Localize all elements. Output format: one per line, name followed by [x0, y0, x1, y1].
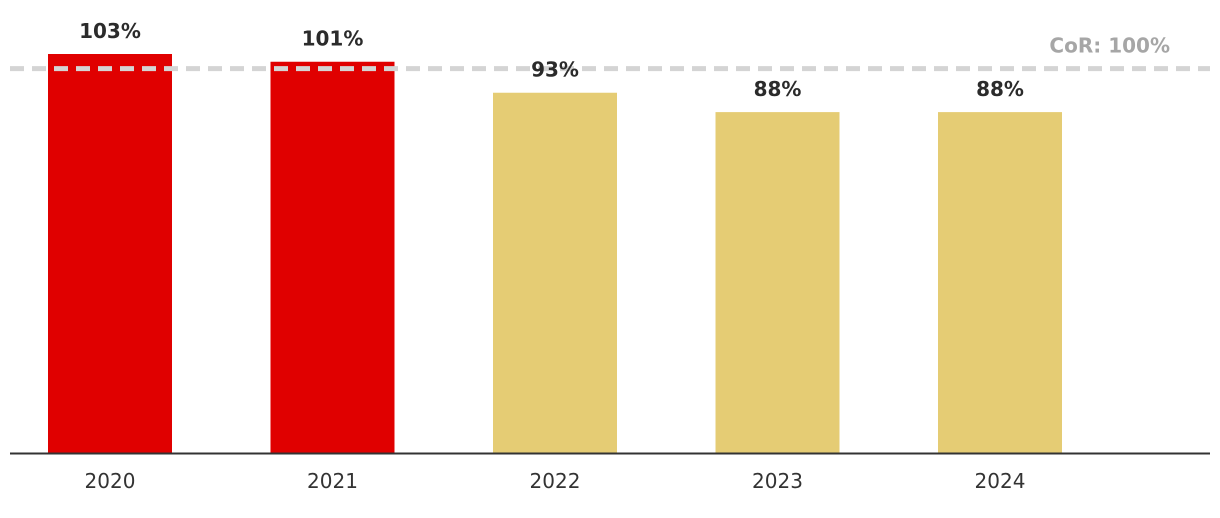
reference-line-label: CoR: 100%	[1049, 34, 1170, 58]
x-tick-label-2024: 2024	[975, 469, 1026, 493]
bar-2024	[938, 112, 1062, 453]
value-label-2024: 88%	[976, 77, 1024, 101]
value-label-2022: 93%	[531, 58, 579, 82]
value-label-2023: 88%	[754, 77, 802, 101]
bars-layer	[48, 54, 1062, 454]
bar-2021	[270, 61, 395, 454]
value-label-2020: 103%	[79, 19, 141, 43]
x-tick-label-2021: 2021	[307, 469, 358, 493]
bar-2022	[493, 92, 617, 454]
x-tick-labels-layer: 2020 2021 2022 2023 2024	[85, 469, 1026, 493]
bar-2020	[48, 54, 172, 453]
bar-2023	[715, 112, 840, 453]
reference-line-layer: CoR: 100%	[10, 34, 1210, 72]
value-label-2021: 101%	[302, 27, 364, 51]
value-labels-layer: 103% 101% 93% 88% 88%	[79, 19, 1024, 101]
x-tick-label-2020: 2020	[85, 469, 136, 493]
x-tick-label-2023: 2023	[752, 469, 803, 493]
x-tick-label-2022: 2022	[530, 469, 581, 493]
